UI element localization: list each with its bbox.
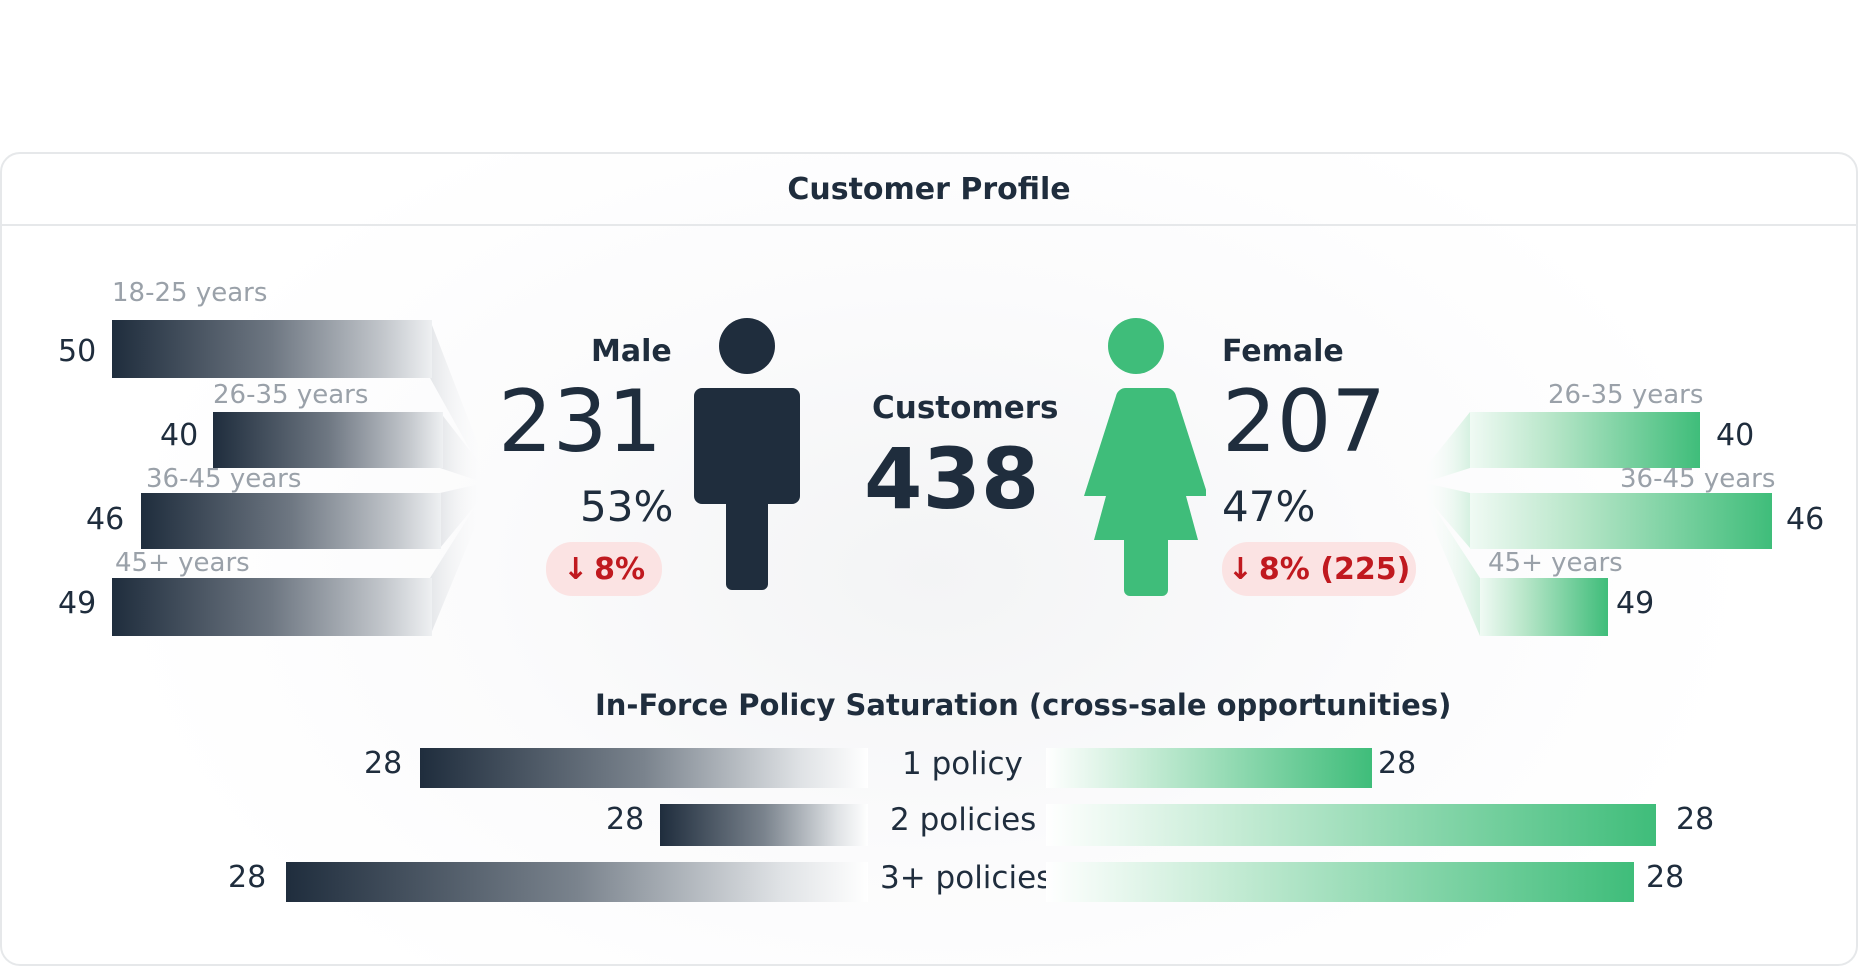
policy-male-value: 28 bbox=[228, 860, 267, 895]
policy-male-value: 28 bbox=[606, 802, 645, 837]
policy-female-bar bbox=[1046, 748, 1372, 788]
male-percent: 53% bbox=[580, 482, 674, 531]
policy-row-label: 3+ policies bbox=[880, 860, 1053, 896]
male-age-bar bbox=[141, 493, 441, 549]
female-count: 207 bbox=[1222, 372, 1387, 472]
arrow-down-icon: ↓ bbox=[1227, 551, 1253, 587]
card-title: Customer Profile bbox=[787, 171, 1071, 207]
male-label: Male bbox=[591, 334, 672, 369]
female-age-label: 45+ years bbox=[1488, 548, 1623, 578]
policy-female-value: 28 bbox=[1378, 746, 1417, 781]
female-age-bar bbox=[1480, 578, 1608, 636]
policy-male-bar bbox=[286, 862, 868, 902]
male-age-label: 18-25 years bbox=[112, 278, 268, 308]
female-funnel-1 bbox=[1420, 412, 1470, 484]
female-change-badge: ↓ 8% (225) bbox=[1222, 542, 1416, 596]
female-age-value: 46 bbox=[1786, 502, 1825, 537]
female-age-bar bbox=[1470, 412, 1700, 468]
female-age-value: 40 bbox=[1716, 418, 1755, 453]
male-change-value: 8% bbox=[594, 551, 646, 587]
policy-section-title: In-Force Policy Saturation (cross-sale o… bbox=[595, 688, 1452, 722]
male-age-label: 26-35 years bbox=[213, 380, 369, 410]
male-funnel-2 bbox=[440, 412, 488, 484]
male-funnel-4 bbox=[430, 486, 488, 636]
male-funnel-1 bbox=[430, 320, 488, 482]
male-age-bar bbox=[112, 320, 432, 378]
female-age-bar bbox=[1470, 493, 1772, 549]
female-funnel-2 bbox=[1420, 482, 1470, 548]
arrow-down-icon: ↓ bbox=[562, 551, 589, 587]
female-age-label: 26-35 years bbox=[1548, 380, 1704, 410]
male-age-label: 45+ years bbox=[115, 548, 250, 578]
male-age-label: 36-45 years bbox=[146, 464, 302, 494]
policy-female-value: 28 bbox=[1646, 860, 1685, 895]
male-funnel-3 bbox=[440, 482, 488, 548]
policy-male-bar bbox=[660, 804, 868, 846]
female-percent: 47% bbox=[1222, 482, 1316, 531]
customers-label: Customers bbox=[872, 390, 1059, 426]
customer-profile-card: Customer Profile bbox=[0, 152, 1858, 966]
female-person-icon bbox=[1084, 318, 1206, 596]
male-age-bar bbox=[112, 578, 432, 636]
policy-female-bar bbox=[1046, 862, 1634, 902]
male-age-value: 50 bbox=[58, 334, 97, 369]
customers-total: 438 bbox=[864, 430, 1040, 528]
policy-row-label: 1 policy bbox=[902, 746, 1023, 782]
female-age-label: 36-45 years bbox=[1620, 464, 1776, 494]
male-age-value: 40 bbox=[160, 418, 199, 453]
policy-female-bar bbox=[1046, 804, 1656, 846]
male-age-value: 49 bbox=[58, 586, 97, 621]
policy-male-bar bbox=[420, 748, 868, 788]
female-age-value: 49 bbox=[1616, 586, 1655, 621]
male-age-bar bbox=[213, 412, 443, 468]
male-age-value: 46 bbox=[86, 502, 125, 537]
female-change-value: 8% (225) bbox=[1258, 551, 1411, 587]
male-change-badge: ↓ 8% bbox=[546, 542, 662, 596]
female-funnel-3 bbox=[1420, 486, 1480, 636]
card-header: Customer Profile bbox=[2, 154, 1856, 226]
male-person-icon bbox=[694, 318, 800, 590]
female-label: Female bbox=[1222, 334, 1344, 369]
policy-row-label: 2 policies bbox=[890, 802, 1037, 838]
policy-male-value: 28 bbox=[364, 746, 403, 781]
policy-female-value: 28 bbox=[1676, 802, 1715, 837]
male-count: 231 bbox=[498, 372, 663, 472]
